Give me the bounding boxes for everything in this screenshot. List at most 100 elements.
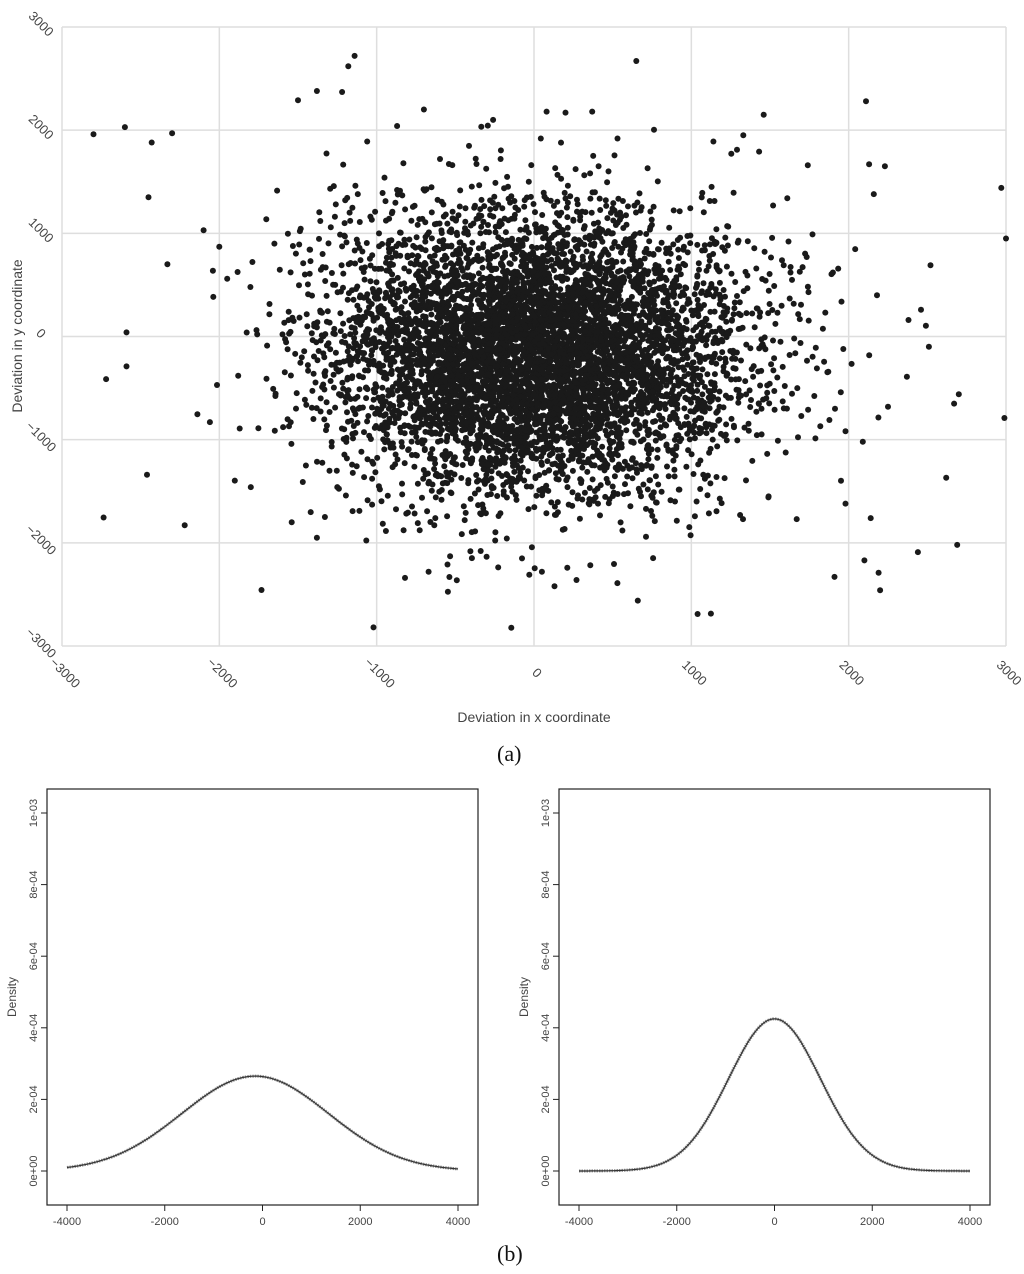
- data-point: [701, 302, 707, 308]
- data-point: [743, 310, 750, 317]
- data-point: [328, 361, 335, 368]
- data-point: [364, 456, 371, 463]
- data-point: [671, 473, 678, 480]
- data-point: [691, 338, 698, 345]
- data-point: [363, 395, 370, 402]
- data-point: [458, 475, 465, 481]
- data-point: [364, 291, 371, 298]
- data-point: [369, 475, 376, 482]
- data-point: [614, 135, 621, 142]
- data-point: [381, 374, 387, 381]
- data-point: [309, 292, 315, 299]
- data-point: [735, 387, 742, 394]
- data-point: [751, 324, 758, 331]
- data-point: [462, 205, 469, 212]
- data-point: [491, 193, 498, 200]
- data-point: [751, 245, 758, 252]
- data-point: [747, 345, 754, 352]
- data-point: [348, 417, 355, 424]
- data-point: [636, 422, 643, 429]
- data-point: [687, 205, 694, 212]
- data-point: [478, 196, 485, 203]
- data-point: [353, 236, 360, 243]
- data-point: [545, 323, 552, 330]
- data-point: [429, 321, 436, 327]
- data-point: [503, 368, 510, 375]
- data-point: [399, 242, 406, 248]
- data-point: [505, 183, 511, 190]
- data-point: [411, 463, 418, 470]
- data-point: [431, 466, 438, 472]
- data-point: [492, 463, 499, 470]
- data-point: [655, 270, 661, 276]
- data-point: [301, 396, 308, 403]
- data-point: [703, 430, 710, 437]
- data-point: [339, 379, 346, 386]
- data-point: [640, 481, 647, 488]
- data-point: [341, 233, 348, 240]
- data-point: [493, 244, 500, 251]
- data-point: [349, 469, 356, 476]
- data-point: [489, 485, 495, 492]
- data-point: [210, 293, 217, 300]
- data-point: [583, 248, 590, 255]
- data-point: [540, 412, 547, 419]
- data-point: [659, 310, 666, 317]
- data-point: [495, 564, 502, 571]
- data-point: [428, 487, 435, 494]
- data-point: [528, 162, 535, 169]
- data-point: [690, 359, 697, 366]
- data-point: [496, 220, 503, 227]
- data-point: [369, 404, 375, 411]
- data-point: [548, 499, 555, 506]
- data-point: [316, 209, 323, 216]
- data-point: [564, 564, 571, 571]
- data-point: [826, 417, 833, 423]
- data-point: [451, 460, 458, 467]
- data-point: [332, 404, 339, 411]
- data-point: [723, 437, 730, 444]
- data-point: [483, 471, 490, 478]
- data-point: [314, 319, 321, 326]
- data-point: [413, 308, 420, 315]
- data-point: [479, 283, 486, 290]
- data-point: [665, 321, 672, 328]
- data-point: [467, 246, 474, 253]
- data-point: [214, 382, 220, 388]
- data-point: [380, 412, 387, 419]
- data-point: [697, 457, 704, 464]
- data-point: [402, 410, 409, 417]
- data-point: [397, 229, 404, 236]
- data-point: [696, 415, 702, 421]
- data-point: [706, 257, 713, 264]
- data-point: [333, 365, 340, 372]
- data-point: [554, 499, 561, 506]
- data-point: [388, 277, 395, 284]
- data-point: [766, 271, 773, 277]
- data-point: [565, 457, 572, 464]
- data-point: [508, 193, 515, 200]
- data-point: [539, 436, 546, 442]
- data-point: [460, 503, 467, 510]
- data-point: [691, 513, 698, 520]
- data-point: [646, 238, 653, 245]
- data-point: [684, 361, 691, 368]
- data-point: [647, 363, 654, 370]
- data-point: [400, 527, 407, 534]
- data-point: [420, 186, 427, 193]
- data-point: [247, 284, 254, 290]
- data-point: [701, 383, 708, 390]
- data-point: [287, 372, 294, 379]
- data-point: [352, 260, 359, 267]
- data-point: [494, 301, 501, 308]
- data-point: [651, 302, 658, 308]
- data-point: [687, 232, 694, 239]
- data-point: [633, 209, 639, 216]
- data-point: [293, 390, 300, 397]
- data-point: [641, 249, 648, 256]
- data-point: [566, 438, 573, 445]
- data-point: [604, 215, 611, 222]
- data-point: [385, 241, 392, 247]
- data-point: [756, 345, 763, 352]
- data-point: [406, 268, 412, 275]
